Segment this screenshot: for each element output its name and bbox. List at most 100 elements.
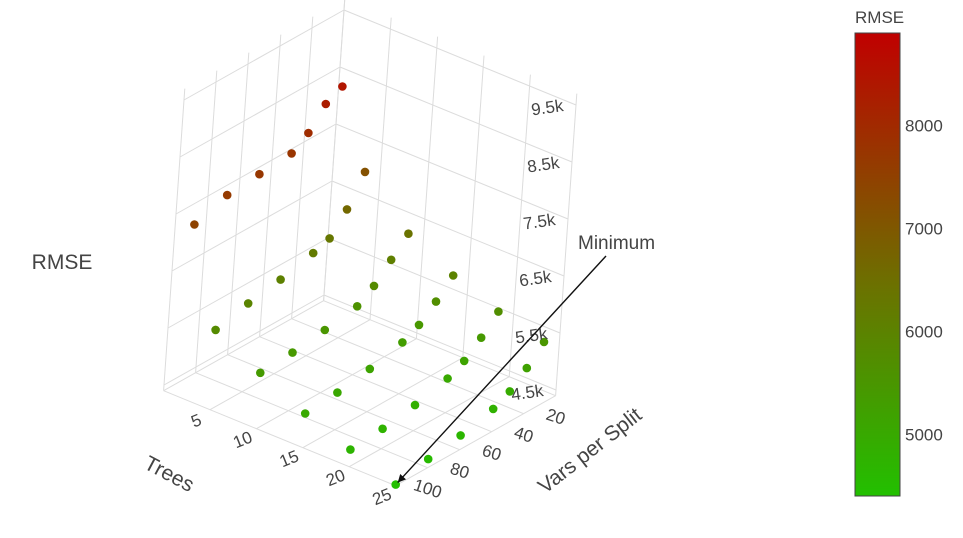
data-point xyxy=(288,348,297,357)
data-point xyxy=(505,387,515,396)
annotation-arrow-line xyxy=(397,255,607,484)
data-point xyxy=(320,325,330,335)
y-tick-label: 40 xyxy=(512,423,536,447)
x-tick-label: 10 xyxy=(230,428,255,453)
axis-titles: RMSE Trees Vars per Split xyxy=(32,251,647,498)
annotation-label: Minimum xyxy=(578,233,655,254)
data-point xyxy=(211,325,220,335)
data-point xyxy=(365,364,375,374)
colorbar-title: RMSE xyxy=(855,8,904,27)
data-point xyxy=(338,82,347,91)
data-point xyxy=(410,400,420,410)
back-wall-grid-line xyxy=(323,294,557,391)
back-wall-grid-line xyxy=(415,36,439,339)
side-wall-grid-line xyxy=(291,16,314,319)
y-tick-label: 20 xyxy=(544,405,568,429)
side-wall-grid-line xyxy=(323,0,346,301)
data-point xyxy=(190,220,199,229)
data-point xyxy=(398,338,407,347)
y-tick-label: 80 xyxy=(448,459,472,483)
y-tick-label: 100 xyxy=(411,475,444,502)
minimum-annotation: Minimum xyxy=(397,233,655,484)
back-wall-grid-line xyxy=(339,66,573,163)
colorbar: RMSE 5000 6000 7000 8000 xyxy=(854,8,943,497)
floor-grid-line xyxy=(395,395,556,487)
floor-grid-line xyxy=(256,338,417,430)
back-wall-grid-line xyxy=(327,237,561,334)
back-wall-grid-line xyxy=(331,180,565,277)
data-point xyxy=(414,320,424,330)
floor-grid-line xyxy=(227,354,460,451)
side-wall-grid-line xyxy=(227,52,250,355)
z-tick-label: 7.5k xyxy=(522,210,557,233)
floor-grid-line xyxy=(323,300,556,397)
z-axis-title: RMSE xyxy=(32,251,93,274)
data-point xyxy=(325,234,334,243)
x-tick-label: 15 xyxy=(277,447,302,472)
data-point xyxy=(308,248,318,258)
data-points xyxy=(190,82,549,489)
colorbar-tick-label: 5000 xyxy=(905,425,943,444)
colorbar-gradient xyxy=(854,32,901,497)
data-point xyxy=(369,281,379,291)
data-point xyxy=(476,333,486,343)
data-point xyxy=(304,128,313,138)
floor-grid-line xyxy=(259,336,492,433)
x-tick-label: 5 xyxy=(188,410,204,431)
side-wall-grid-line xyxy=(195,70,218,373)
x-axis-title: Trees xyxy=(140,452,198,497)
z-tick-label: 6.5k xyxy=(518,267,553,290)
back-wall-grid-line xyxy=(508,74,531,377)
data-point xyxy=(255,368,265,378)
floor-grid-line xyxy=(291,318,524,415)
data-point xyxy=(522,363,532,373)
data-point xyxy=(423,454,433,464)
x-tick-label: 20 xyxy=(323,466,348,491)
side-wall-grid-line xyxy=(171,180,333,272)
z-tick-label: 4.5k xyxy=(510,381,545,404)
y-tick-label: 60 xyxy=(480,441,504,465)
colorbar-tick-label: 8000 xyxy=(905,117,943,136)
data-point xyxy=(222,190,232,200)
floor-grid-line xyxy=(209,319,371,411)
back-wall-grid-line xyxy=(555,93,578,396)
data-point xyxy=(276,275,285,284)
data-point xyxy=(321,99,331,109)
back-wall-grid-line xyxy=(462,55,485,358)
floor-grid-line xyxy=(302,357,464,449)
back-wall-grid-line xyxy=(343,9,577,106)
data-point xyxy=(386,255,396,265)
side-wall-grid-line xyxy=(259,34,282,337)
data-point xyxy=(378,424,387,434)
x-tick-label: 25 xyxy=(370,485,395,510)
data-point xyxy=(431,297,441,306)
data-point xyxy=(243,299,253,308)
z-tick-label: 9.5k xyxy=(530,96,565,119)
data-point xyxy=(255,169,264,179)
data-point xyxy=(352,302,362,311)
z-tick-label: 8.5k xyxy=(526,153,561,176)
data-point xyxy=(287,149,296,158)
side-wall-grid-line xyxy=(175,123,337,215)
data-point xyxy=(539,337,549,347)
side-wall-grid-line xyxy=(183,9,345,101)
back-wall-grid-line xyxy=(335,123,569,220)
annotation-arrow-head xyxy=(397,474,406,483)
floor-grid-line xyxy=(195,372,428,469)
data-point xyxy=(448,271,458,280)
side-wall-grid-line xyxy=(163,88,186,391)
side-wall-grid-line xyxy=(167,237,329,329)
data-point xyxy=(459,356,469,366)
grid-lines xyxy=(163,0,578,487)
back-wall-grid-line xyxy=(369,17,392,320)
data-point xyxy=(443,374,452,383)
side-wall-grid-line xyxy=(179,66,341,158)
z-tick-label: 5.5k xyxy=(514,324,549,347)
floor-grid-line xyxy=(348,376,510,468)
data-point xyxy=(300,409,310,418)
colorbar-tick-label: 7000 xyxy=(905,220,943,239)
data-point xyxy=(333,388,342,397)
data-point xyxy=(404,229,413,238)
data-point xyxy=(494,307,503,316)
